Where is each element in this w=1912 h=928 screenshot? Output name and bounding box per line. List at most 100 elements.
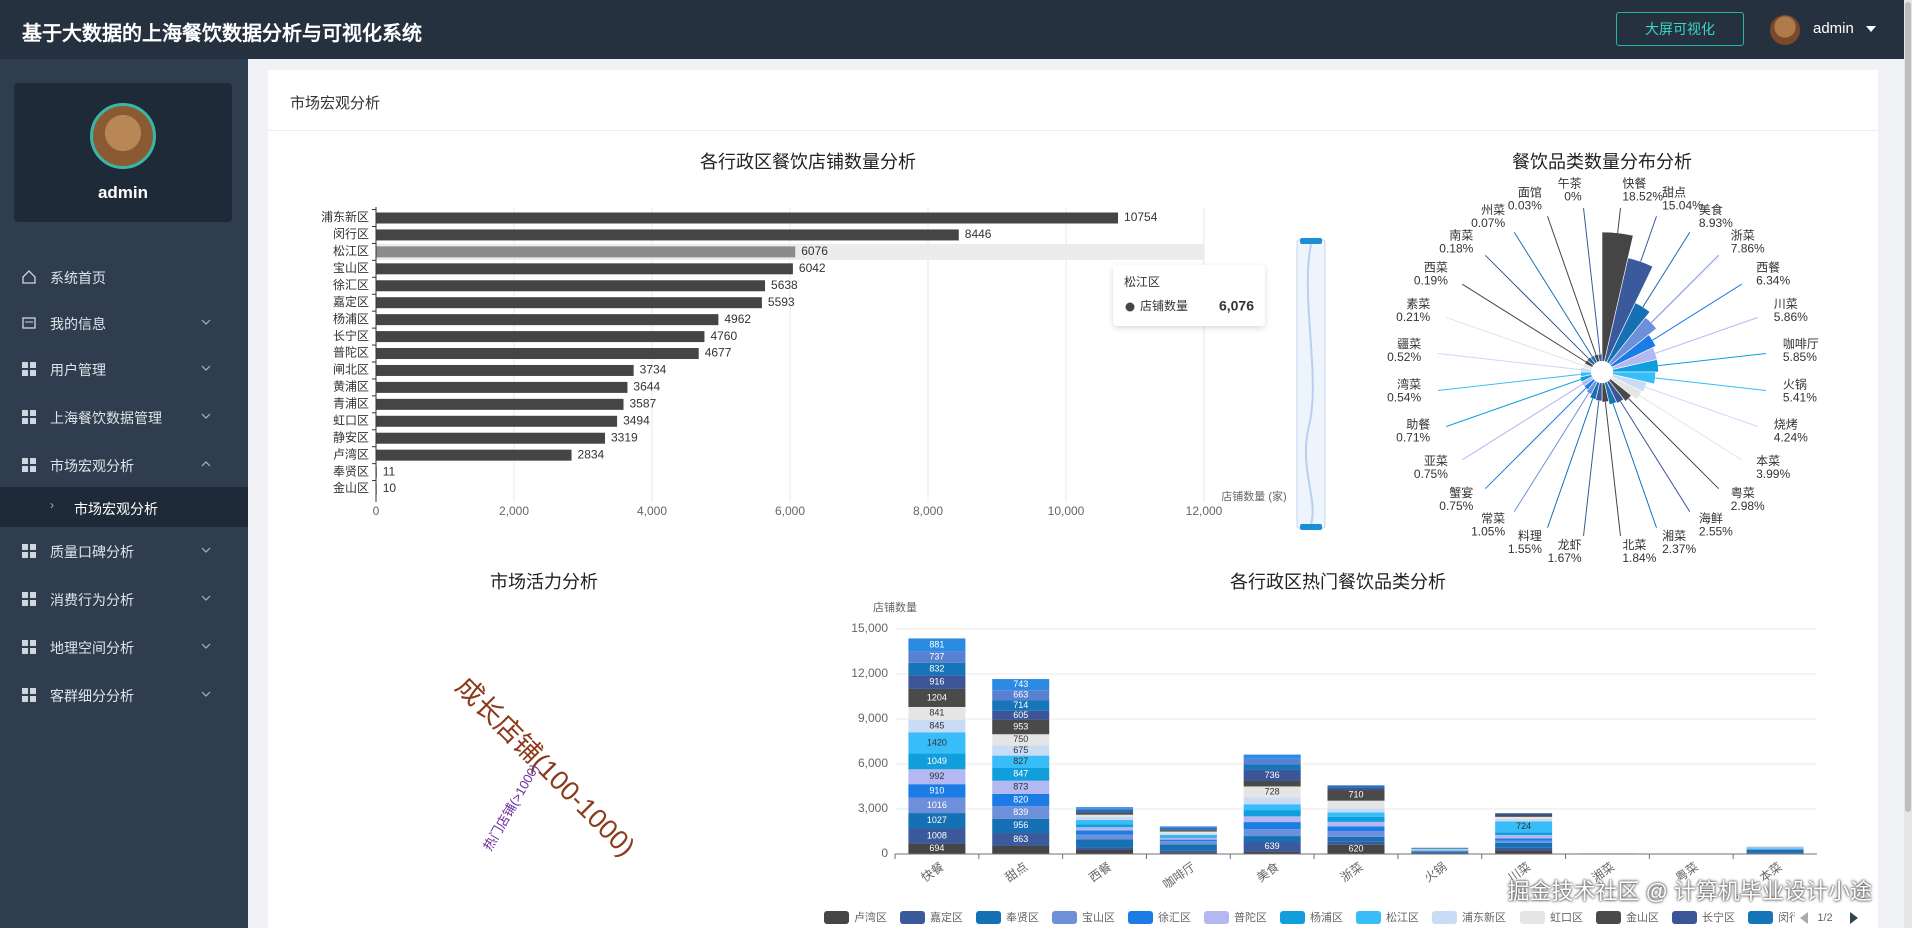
slice-label: 粤菜 — [1731, 485, 1755, 500]
scrollbar-thumb[interactable] — [1905, 2, 1911, 812]
menu-item[interactable]: 用户管理 — [0, 347, 248, 391]
header-avatar[interactable] — [1770, 15, 1800, 45]
segment-label: 881 — [929, 639, 944, 649]
bar-segment — [1243, 816, 1301, 823]
rose-sector — [1604, 257, 1654, 363]
menu-item[interactable]: 客群细分分析 — [0, 673, 248, 717]
submenu-label: 市场宏观分析 — [74, 501, 158, 517]
bar-segment — [1411, 851, 1469, 853]
bar-segment — [1076, 814, 1134, 817]
slice-value: 0.54% — [1387, 391, 1421, 405]
slice-value: 0.71% — [1396, 430, 1430, 444]
menu-chevron — [201, 461, 211, 467]
segment-label: 956 — [1013, 820, 1028, 830]
leader-line — [1658, 353, 1767, 367]
leader-line — [1640, 216, 1657, 262]
menu-item[interactable]: 消费行为分析 — [0, 577, 248, 621]
legend-label: 虹口区 — [1550, 911, 1583, 924]
menu-item[interactable]: 质量口碑分析 — [0, 529, 248, 573]
segment-label: 714 — [1013, 700, 1028, 710]
bar-segment — [1076, 811, 1134, 813]
tooltip-dot — [1125, 302, 1135, 312]
menu-item[interactable]: 市场宏观分析 — [0, 443, 248, 487]
value-label: 5593 — [768, 295, 795, 309]
slice-label: 西菜 — [1424, 260, 1448, 274]
menu-item[interactable]: 系统首页 — [0, 255, 248, 299]
bar-segment — [1159, 834, 1217, 837]
y-tick-label: 黄浦区 — [333, 380, 369, 394]
menu-label: 系统首页 — [50, 270, 106, 286]
menu-chevron — [201, 413, 211, 419]
y-tick-label: 15,000 — [851, 621, 888, 635]
bar-segment — [1159, 839, 1217, 842]
x-tick-label: 浙菜 — [1338, 860, 1366, 885]
bar-segment — [1327, 808, 1385, 813]
bar-segment — [1495, 813, 1553, 816]
leader-line — [1462, 383, 1583, 461]
value-label: 3587 — [630, 397, 657, 411]
legend-page: 1/2 — [1817, 912, 1832, 924]
bar-segment — [1159, 829, 1217, 831]
y-tick-label: 9,000 — [858, 711, 888, 725]
value-label: 8446 — [965, 227, 992, 241]
x-tick-label: 10,000 — [1048, 504, 1085, 518]
bar-segment — [1495, 832, 1553, 836]
bar — [376, 398, 624, 410]
menu-item[interactable]: 地理空间分析 — [0, 625, 248, 669]
bar-segment — [1159, 841, 1217, 845]
bar-segment — [1159, 852, 1217, 854]
bar-segment — [908, 753, 966, 770]
segment-label: 663 — [1013, 690, 1028, 700]
segment-label: 845 — [929, 720, 944, 730]
bar-segment — [1411, 852, 1469, 854]
header-user[interactable]: admin — [1813, 20, 1854, 37]
legend-label: 杨浦区 — [1310, 910, 1343, 924]
submenu-item[interactable]: › 市场宏观分析 — [0, 487, 248, 527]
big-screen-button[interactable]: 大屏可视化 — [1616, 12, 1744, 46]
x-tick-label: 8,000 — [913, 504, 943, 518]
leader-line — [1650, 254, 1720, 324]
rose-sector — [1601, 382, 1610, 403]
leader-line — [1652, 283, 1742, 341]
segment-label: 841 — [929, 708, 944, 718]
legend: 卢湾区 嘉定区 奉贤区 宝山区 徐汇区 普陀区 杨浦区 松江区 浦东新区 虹口区 金山区 长宁区 闵行区 — [824, 910, 1795, 924]
submenu-arrow: › — [50, 498, 54, 512]
segment-label: 724 — [1516, 821, 1531, 831]
segment-label: 728 — [1265, 786, 1280, 796]
slice-label: 常菜 — [1481, 511, 1505, 525]
bar-segment — [992, 806, 1050, 819]
y-tick-label: 奉贤区 — [333, 464, 369, 478]
menu-icon — [22, 410, 36, 424]
menu-label: 用户管理 — [50, 362, 106, 378]
user-caret[interactable] — [1866, 26, 1876, 32]
y-tick-label: 徐汇区 — [333, 277, 369, 292]
zoom-slider — [1296, 239, 1326, 529]
menu-icon — [22, 458, 36, 472]
x-tick-label: 西餐 — [1086, 859, 1114, 885]
bar-segment — [1327, 816, 1385, 822]
slice-label: 烧烤 — [1774, 416, 1798, 431]
segment-label: 1049 — [927, 756, 947, 766]
menu-item[interactable]: 上海餐饮数据管理 — [0, 395, 248, 439]
menu-item[interactable]: 我的信息 — [0, 301, 248, 345]
bar — [376, 229, 959, 241]
x-tick-label: 6,000 — [775, 504, 805, 518]
segment-label: 847 — [1013, 769, 1028, 779]
word: 热门店铺(>1000) — [480, 762, 542, 854]
bar-segment — [992, 719, 1050, 735]
bar-segment — [908, 797, 966, 814]
scrollbar[interactable] — [1904, 0, 1912, 928]
bar-segment — [908, 769, 966, 785]
slice-value: 5.85% — [1783, 350, 1817, 364]
segment-label: 736 — [1265, 770, 1280, 780]
bar-segment — [992, 745, 1050, 756]
x-tick-label: 甜点 — [1003, 860, 1031, 885]
bar-segment — [1076, 849, 1134, 854]
bar-segment — [908, 662, 966, 676]
slice-value: 6.34% — [1756, 273, 1790, 287]
profile-name: admin — [97, 183, 149, 202]
segment-label: 953 — [1013, 721, 1028, 731]
slice-value: 5.86% — [1774, 310, 1808, 324]
